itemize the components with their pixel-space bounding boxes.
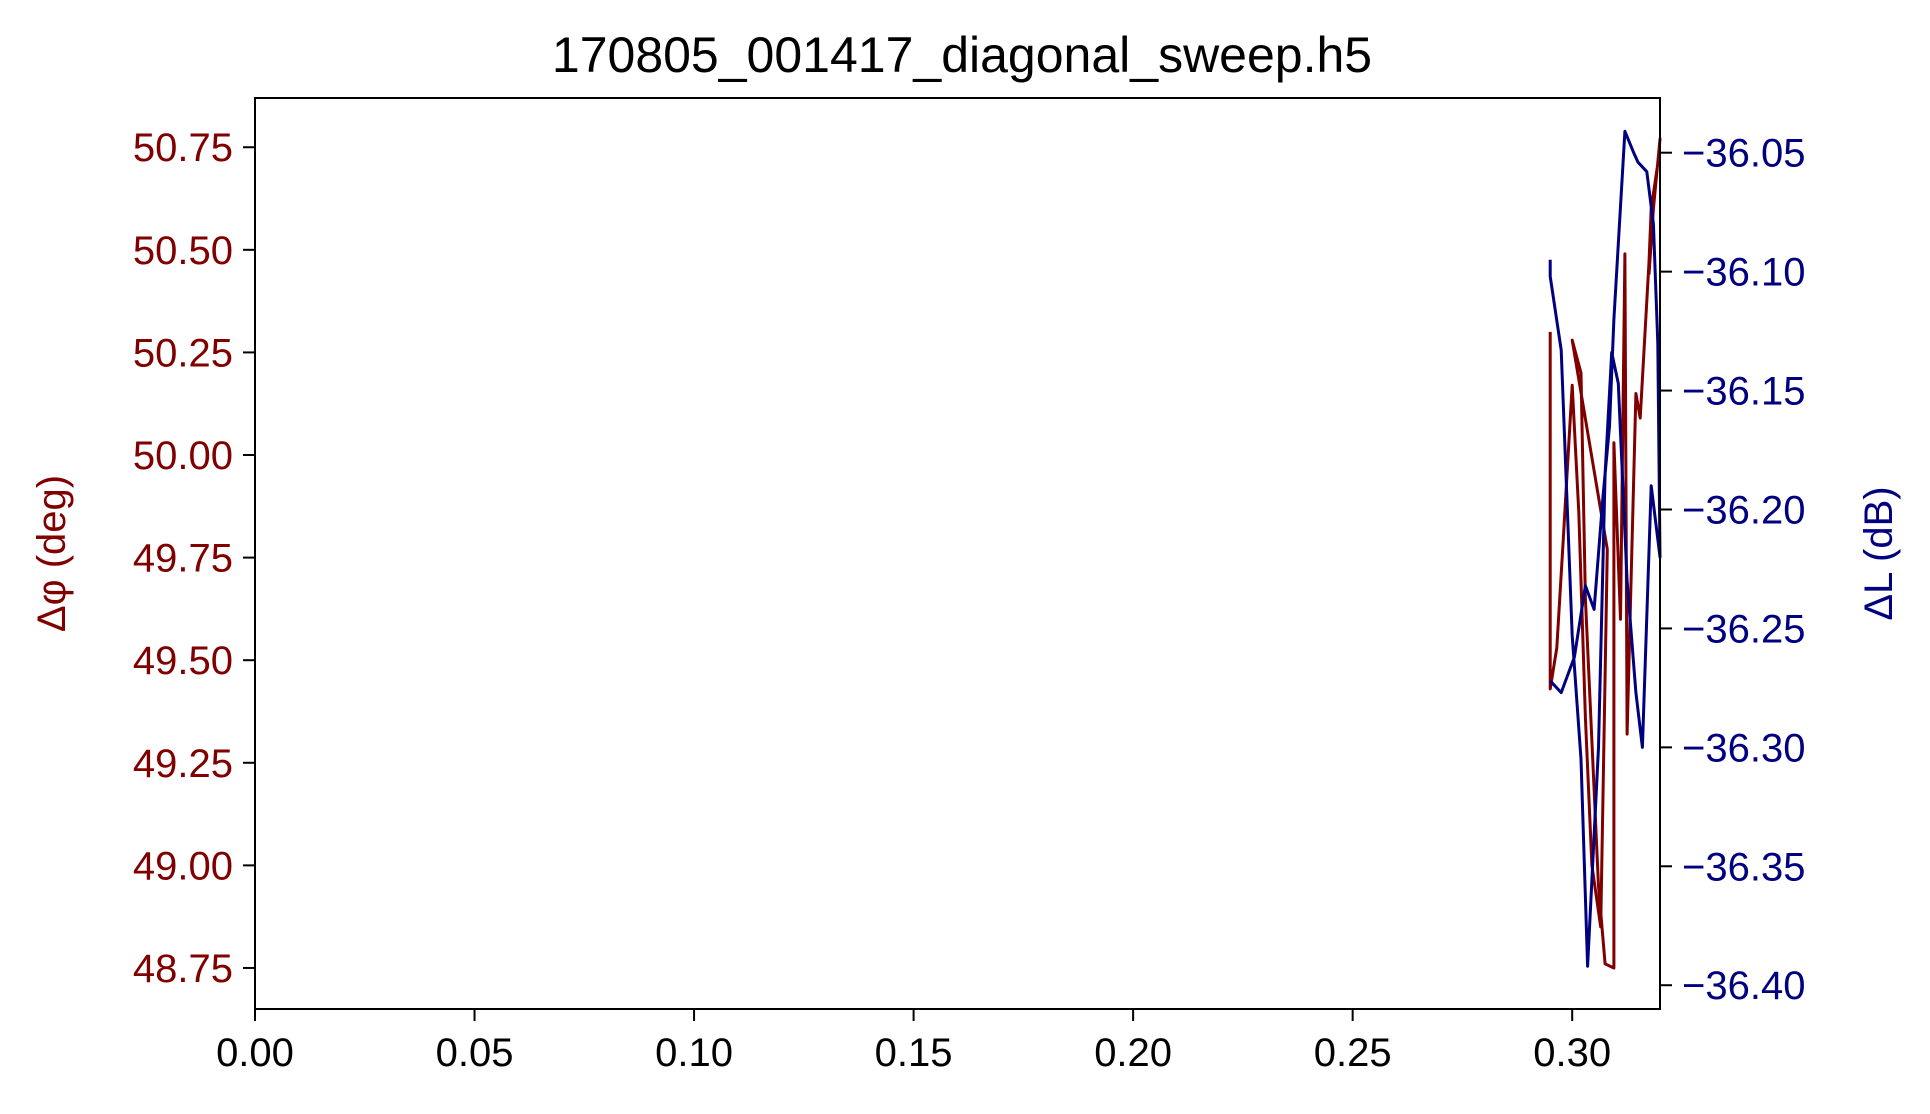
y-left-tick-label: 49.00 bbox=[133, 844, 233, 888]
series-line-left bbox=[1548, 137, 1662, 970]
y-left-tick-label: 50.00 bbox=[133, 434, 233, 478]
y-axis-left: 50.75 50.50 50.25 50.00 49.75 49.50 49.25 49.00… bbox=[133, 126, 255, 991]
x-tick-label: 0.00 bbox=[216, 1031, 294, 1075]
x-tick-label: 0.05 bbox=[436, 1031, 514, 1075]
x-tick-label: 0.30 bbox=[1533, 1031, 1611, 1075]
x-axis: 0.00 0.05 0.10 0.15 0.20 0.25 0.30 bbox=[216, 1009, 1611, 1075]
y-left-tick-label: 50.75 bbox=[133, 126, 233, 170]
y-axis-left-label: Δφ (deg) bbox=[30, 475, 74, 632]
y-axis-right: −36.05 −36.10 −36.15 −36.20 −36.25 −36.30 −36.… bbox=[1660, 132, 1805, 1008]
y-right-tick-label: −36.40 bbox=[1682, 964, 1805, 1008]
y-right-tick-label: −36.30 bbox=[1682, 726, 1805, 770]
x-tick-label: 0.25 bbox=[1314, 1031, 1392, 1075]
chart-title: 170805_001417_diagonal_sweep.h5 bbox=[552, 27, 1372, 83]
x-tick-label: 0.15 bbox=[875, 1031, 953, 1075]
plot-frame bbox=[254, 97, 1661, 1010]
y-right-tick-label: −36.25 bbox=[1682, 607, 1805, 651]
y-right-tick-label: −36.35 bbox=[1682, 845, 1805, 889]
y-left-tick-label: 50.25 bbox=[133, 331, 233, 375]
y-left-tick-label: 48.75 bbox=[133, 947, 233, 991]
y-left-tick-label: 50.50 bbox=[133, 229, 233, 273]
y-left-tick-label: 49.50 bbox=[133, 639, 233, 683]
y-axis-right-label: ΔL (dB) bbox=[1857, 486, 1901, 620]
plot-area bbox=[254, 97, 1662, 1010]
y-left-tick-label: 49.25 bbox=[133, 742, 233, 786]
y-right-tick-label: −36.05 bbox=[1682, 132, 1805, 176]
series-left bbox=[1548, 137, 1662, 970]
y-right-tick-label: −36.10 bbox=[1682, 251, 1805, 295]
series-line-right bbox=[1548, 129, 1662, 968]
x-tick-label: 0.10 bbox=[655, 1031, 733, 1075]
y-right-tick-label: −36.15 bbox=[1682, 370, 1805, 414]
y-right-tick-label: −36.20 bbox=[1682, 488, 1805, 532]
x-tick-label: 0.20 bbox=[1094, 1031, 1172, 1075]
series-right bbox=[1548, 129, 1662, 968]
y-left-tick-label: 49.75 bbox=[133, 537, 233, 581]
